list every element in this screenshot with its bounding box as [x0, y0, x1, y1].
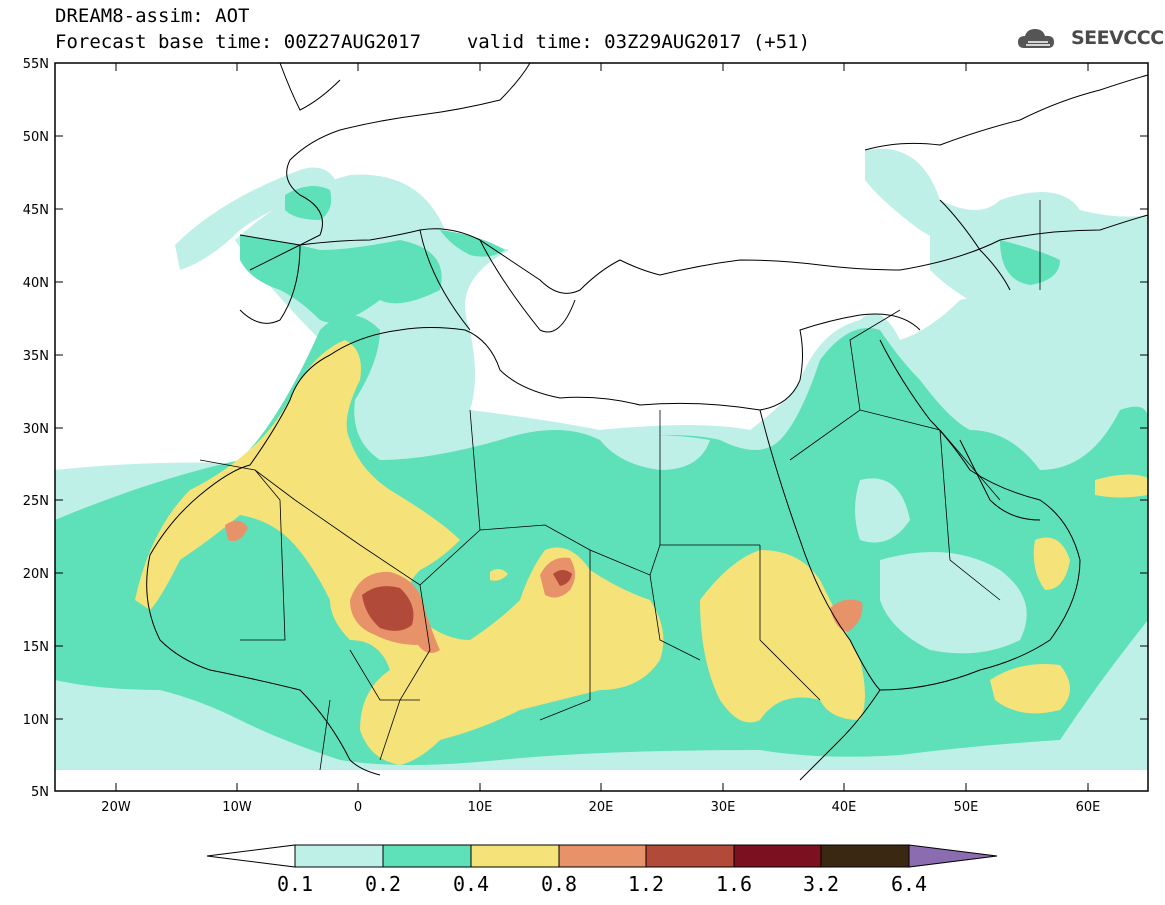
- base-time: 00Z27AUG2017: [283, 31, 422, 53]
- lat-label: 10N: [23, 713, 49, 728]
- lat-label: 25N: [23, 494, 49, 509]
- colorbar-label: 3.2: [803, 872, 839, 896]
- colorbar-label: 0.8: [541, 872, 577, 896]
- colorbar-label: 1.2: [628, 872, 664, 896]
- lon-label: 10W: [222, 800, 252, 815]
- lon-label: 50E: [954, 800, 979, 815]
- lat-label: 20N: [23, 567, 49, 582]
- lat-label: 35N: [23, 349, 49, 364]
- aot-field: [55, 63, 1148, 791]
- plot-title: DREAM8-assim: AOT: [55, 5, 250, 27]
- lat-axis: [55, 62, 1148, 720]
- colorbar-swatch: [733, 844, 822, 868]
- logo-text: SEEVCCC: [1071, 27, 1164, 49]
- lat-label: 40N: [23, 276, 49, 291]
- lon-label: 20W: [101, 800, 131, 815]
- lon-label: 40E: [832, 800, 857, 815]
- coastlines: [146, 63, 1148, 781]
- lat-label: 15N: [23, 640, 49, 655]
- country-borders: [199, 200, 1041, 771]
- colorbar-low-arrow: [206, 844, 296, 868]
- colorbar-swatch: [470, 844, 560, 868]
- colorbar-swatch: [382, 844, 472, 868]
- lon-axis: [115, 63, 1089, 791]
- colorbar-swatch: [820, 844, 910, 868]
- colorbar-label: 0.2: [365, 872, 401, 896]
- plot-time-line: Forecast base time: 00Z27AUG2017 valid t…: [55, 31, 810, 53]
- lon-label: 60E: [1076, 800, 1101, 815]
- base-time-label: Forecast base time:: [55, 31, 273, 53]
- valid-time-label: valid time:: [466, 31, 593, 53]
- colorbar-label: 0.1: [277, 872, 313, 896]
- lat-label: 5N: [31, 785, 49, 800]
- colorbar-label: 1.6: [716, 872, 752, 896]
- lat-label: 45N: [23, 203, 49, 218]
- aot-band-0.4: [135, 340, 664, 765]
- colorbar-swatch: [645, 844, 735, 868]
- colorbar-label: 0.4: [453, 872, 489, 896]
- lon-label: 10E: [468, 800, 493, 815]
- lon-label: 30E: [711, 800, 736, 815]
- colorbar: [206, 844, 998, 868]
- lon-label: 0: [354, 800, 362, 815]
- lat-label: 50N: [23, 130, 49, 145]
- colorbar-label: 6.4: [891, 872, 927, 896]
- valid-time: 03Z29AUG2017 (+51): [604, 31, 811, 53]
- lat-label: 55N: [23, 57, 49, 72]
- colorbar-high-arrow: [908, 844, 998, 868]
- aot-band-1.2: [362, 586, 414, 631]
- lat-label: 30N: [23, 422, 49, 437]
- colorbar-swatch: [294, 844, 384, 868]
- cloud-icon: [1018, 29, 1054, 48]
- lon-label: 20E: [589, 800, 614, 815]
- colorbar-swatch: [558, 844, 647, 868]
